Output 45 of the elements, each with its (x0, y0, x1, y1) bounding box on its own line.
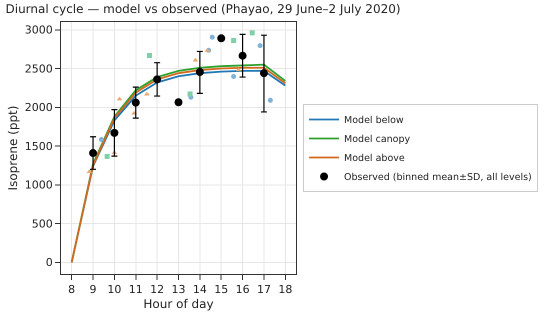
y-tick-label: 0 (46, 256, 53, 270)
x-tick-label: 14 (192, 283, 207, 296)
point (236, 67, 242, 72)
x-tick-label: 17 (256, 283, 271, 296)
point (231, 38, 236, 44)
y-axis-title: Isoprene (ppt) (6, 106, 20, 190)
x-axis-title: Hour of day (143, 297, 214, 312)
point (238, 52, 247, 60)
point (260, 69, 268, 78)
point (174, 98, 182, 106)
y-tick-label: 2000 (24, 101, 53, 114)
legend-label: Model above (344, 153, 405, 164)
point (268, 98, 273, 103)
point (89, 149, 98, 158)
y-tick-label: 2500 (24, 62, 53, 76)
y-tick-label: 1500 (24, 140, 53, 153)
point (188, 91, 193, 96)
y-tick-label: 500 (32, 217, 53, 230)
point (110, 128, 118, 137)
x-tick-label: 10 (107, 283, 122, 296)
point (231, 74, 236, 80)
y-tick-label: 3000 (24, 24, 53, 37)
legend-label: Observed (binned mean±SD, all levels) (344, 172, 532, 184)
x-tick-label: 18 (278, 283, 292, 296)
point (132, 98, 140, 107)
point (104, 154, 110, 159)
point (146, 53, 152, 58)
legend-label: Model below (344, 115, 404, 126)
x-tick-label: 13 (172, 283, 186, 296)
x-tick-label: 11 (128, 283, 143, 296)
legend-label: Model canopy (344, 134, 410, 146)
x-tick-label: 8 (68, 283, 76, 296)
x-tick-label: 12 (150, 283, 164, 296)
point (153, 75, 162, 84)
y-tick-label: 1000 (24, 178, 53, 192)
x-tick-label: 16 (236, 283, 250, 296)
point (210, 34, 215, 40)
point (98, 136, 104, 142)
point (250, 30, 255, 36)
chart-title: Diurnal cycle — model vs observed (Phayao, 29 June–2 July 2020) (6, 2, 401, 16)
point (217, 34, 226, 42)
x-tick-label: 15 (214, 283, 228, 296)
point (258, 43, 263, 48)
point (196, 68, 204, 76)
x-tick-label: 9 (90, 283, 97, 296)
